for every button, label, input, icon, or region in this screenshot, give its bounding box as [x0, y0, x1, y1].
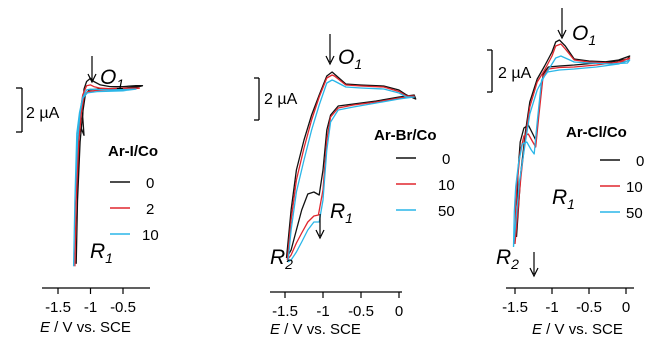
x-tick-label: -0.5 — [576, 299, 602, 316]
peak-label-subscript: 1 — [116, 76, 124, 92]
cv-curve-10 — [514, 43, 631, 245]
x-tick-label: -1 — [316, 303, 329, 320]
scale-bar: 2 µA — [16, 87, 60, 133]
scale-bar-label: 2 µA — [26, 105, 60, 122]
x-axis-ticks: -1.5 -1 -0.5 0 — [272, 292, 403, 320]
x-tick-label: -1.5 — [45, 299, 71, 316]
peak-label-subscript: 1 — [354, 56, 362, 72]
peak-label-r1: R1 — [90, 240, 113, 266]
x-axis-label: E / V vs. SCE — [532, 321, 623, 338]
x-tick-label: -0.5 — [348, 303, 374, 320]
x-axis: -1.5 -1 -0.5 E / V vs. SCE — [40, 287, 150, 336]
legend-title: Ar-Cl/Co — [566, 124, 627, 141]
peak-label-letter: O — [100, 66, 116, 89]
x-tick-label: -1 — [545, 299, 558, 316]
scale-bar-label: 2 µA — [498, 65, 532, 82]
cv-curve-10 — [286, 74, 415, 261]
panel-ar-br-co-curves — [285, 71, 417, 263]
peak-label-subscript: 1 — [567, 196, 575, 212]
legend: Ar-Br/Co 0 10 50 — [374, 127, 455, 220]
svg-text:O1: O1 — [338, 46, 362, 72]
x-tick-label: 0 — [622, 299, 630, 316]
peak-label-subscript: 1 — [588, 32, 596, 48]
peak-marker-o1: O1 — [557, 8, 596, 48]
svg-text:O1: O1 — [100, 66, 124, 92]
legend-label-0: 0 — [636, 153, 644, 170]
svg-text:R1: R1 — [330, 200, 353, 226]
x-axis-ticks: -1.5 -1 -0.5 — [45, 288, 136, 316]
x-tick-label: -1 — [84, 299, 97, 316]
panel-ar-cl-co: 2 µA O1 R1 R2 Ar-Cl/Co 0 10 50 -1.5 -1 -0.… — [487, 8, 644, 338]
cv-curve-10 — [72, 88, 137, 267]
peak-marker-r2: R2 — [496, 246, 539, 278]
peak-label-letter: R — [270, 246, 285, 269]
legend-label-1: 2 — [146, 201, 154, 218]
peak-marker-r1: R1 — [315, 200, 353, 240]
cv-curve-0 — [75, 77, 144, 264]
legend-title: Ar-I/Co — [108, 143, 158, 160]
peak-label-r1: R1 — [552, 186, 575, 212]
legend-title: Ar-Br/Co — [374, 127, 437, 144]
peak-label-letter: O — [572, 22, 588, 45]
legend-label-1: 10 — [626, 179, 643, 196]
peak-label-subscript: 2 — [284, 256, 293, 272]
peak-label-letter: R — [330, 200, 345, 223]
x-axis-label: E / V vs. SCE — [270, 321, 361, 338]
peak-label-subscript: 1 — [345, 210, 353, 226]
cv-curve-50 — [512, 55, 631, 248]
legend-label-2: 50 — [626, 205, 643, 222]
cv-curve-50 — [287, 79, 415, 263]
cv-curve-0 — [285, 71, 417, 259]
peak-label-subscript: 2 — [510, 256, 519, 272]
peak-label-r2: R2 — [270, 246, 293, 272]
legend: Ar-I/Co 0 2 10 — [108, 143, 159, 244]
peak-marker-o1: O1 — [87, 56, 124, 92]
panel-ar-i-co-curves — [72, 77, 144, 267]
legend: Ar-Cl/Co 0 10 50 — [566, 124, 644, 222]
x-tick-label: -0.5 — [110, 299, 136, 316]
x-tick-label: 0 — [395, 303, 403, 320]
scale-bar: 2 µA — [487, 49, 532, 93]
scale-bar-label: 2 µA — [264, 91, 298, 108]
x-axis-ticks: -1.5 -1 -0.5 0 — [502, 288, 630, 316]
cv-curve-2 — [74, 84, 140, 267]
legend-label-1: 10 — [438, 177, 455, 194]
legend-label-2: 50 — [438, 203, 455, 220]
panel-ar-i-co: 2 µA O1 R1 Ar-I/Co 0 2 10 -1.5 -1 -0.5 E /… — [16, 56, 159, 336]
peak-marker-o1: O1 — [325, 34, 362, 72]
x-axis: -1.5 -1 -0.5 0 E / V vs. SCE — [502, 287, 634, 338]
panel-ar-br-co: 2 µA O1 R1 R2 Ar-Br/Co 0 10 50 -1.5 -1 -0.… — [254, 34, 455, 338]
x-tick-label: -1.5 — [502, 299, 528, 316]
peak-label-subscript: 1 — [105, 250, 113, 266]
peak-label-letter: O — [338, 46, 354, 69]
panel-ar-cl-co-curves — [512, 39, 631, 248]
legend-label-2: 10 — [142, 227, 159, 244]
peak-label-letter: R — [552, 186, 567, 209]
x-axis-label: E / V vs. SCE — [40, 319, 131, 336]
x-axis: -1.5 -1 -0.5 0 E / V vs. SCE — [270, 291, 403, 338]
svg-text:O1: O1 — [572, 22, 596, 48]
svg-text:R2: R2 — [496, 246, 519, 272]
legend-label-0: 0 — [146, 175, 154, 192]
peak-label-letter: R — [90, 240, 105, 263]
legend-label-0: 0 — [442, 151, 450, 168]
scale-bar: 2 µA — [254, 77, 298, 121]
x-tick-label: -1.5 — [272, 303, 298, 320]
peak-label-letter: R — [496, 246, 511, 269]
